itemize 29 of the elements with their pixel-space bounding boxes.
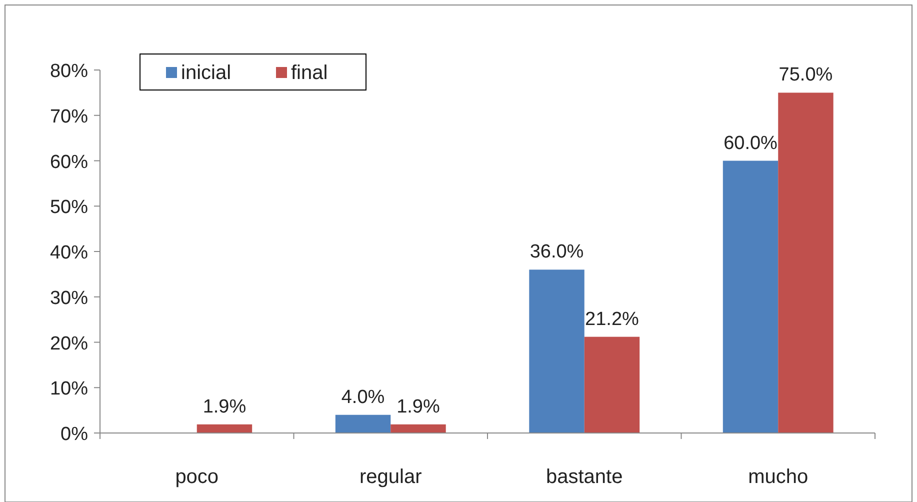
data-label: 1.9%: [396, 396, 440, 418]
data-label: 60.0%: [724, 132, 778, 154]
y-tick-label: 80%: [50, 61, 88, 82]
y-tick-label: 70%: [50, 106, 88, 128]
y-tick-label: 50%: [50, 197, 88, 218]
legend-label: inicial: [181, 62, 232, 84]
data-label: 75.0%: [778, 64, 833, 86]
bar: [722, 160, 778, 433]
bar: [529, 270, 584, 433]
data-label: 4.0%: [341, 386, 385, 408]
data-label: 36.0%: [530, 242, 584, 263]
data-label: 21.2%: [585, 308, 640, 330]
x-tick-label: poco: [175, 466, 219, 488]
bar: [196, 424, 252, 433]
y-tick-label: 30%: [50, 288, 88, 309]
x-tick-label: mucho: [748, 466, 808, 488]
y-tick-label: 0%: [60, 424, 88, 445]
bar: [778, 92, 834, 433]
y-tick-label: 60%: [50, 152, 88, 173]
bar: [335, 414, 391, 433]
legend-label: final: [291, 62, 328, 84]
bar: [584, 336, 640, 433]
y-tick-label: 10%: [50, 378, 88, 400]
data-label: 1.9%: [202, 396, 246, 418]
x-tick-label: bastante: [546, 466, 623, 488]
y-tick-label: 40%: [50, 242, 88, 264]
x-tick-label: regular: [359, 466, 422, 488]
y-tick-label: 20%: [50, 333, 88, 354]
bar: [390, 424, 446, 433]
